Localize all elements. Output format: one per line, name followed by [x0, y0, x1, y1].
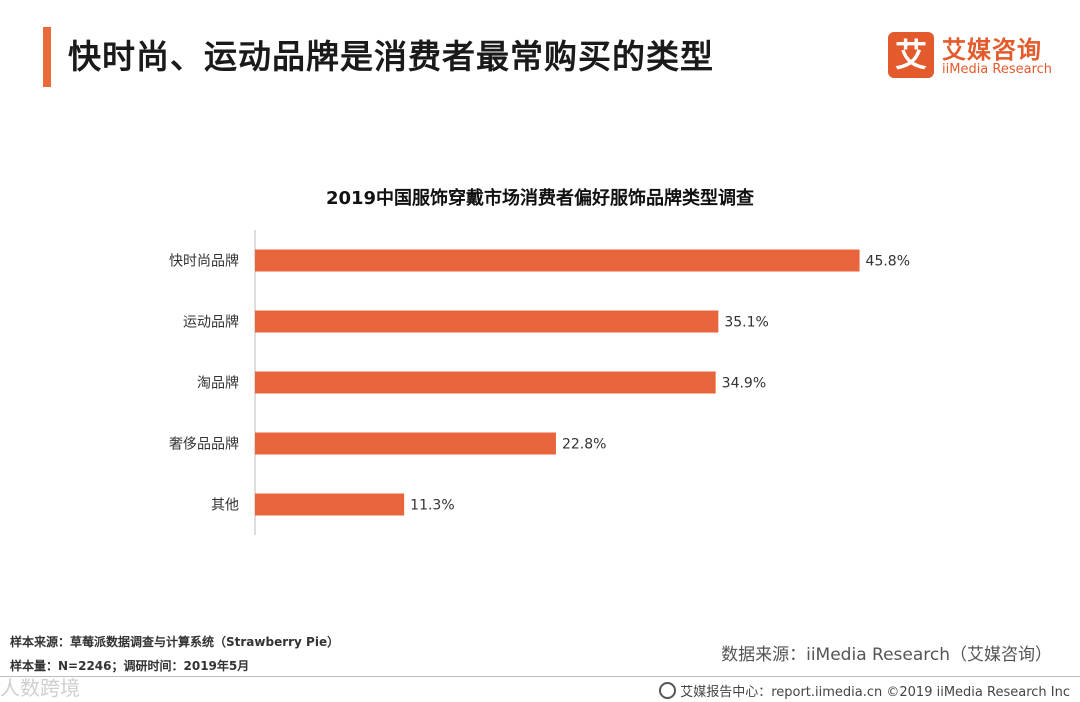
- data-source: 数据来源：iiMedia Research（艾媒咨询）: [721, 645, 1052, 665]
- globe-icon: [659, 682, 677, 699]
- iimedia-logo: 艾 艾媒咨询 iiMedia Research: [888, 30, 1058, 84]
- bar: [255, 371, 716, 394]
- category-label: 快时尚品牌: [169, 253, 239, 270]
- data-label: 11.3%: [410, 498, 454, 514]
- category-label: 运动品牌: [183, 314, 239, 331]
- logo-name-en: iiMedia Research: [942, 62, 1053, 77]
- category-label: 淘品牌: [197, 375, 239, 392]
- bar: [255, 310, 719, 333]
- bar-chart: 快时尚品牌 45.8% 运动品牌 35.1% 淘品牌 34.9% 奢侈品品牌 22.8% 其他 1…: [169, 230, 910, 535]
- data-label: 35.1%: [724, 315, 768, 331]
- bar: [255, 493, 405, 516]
- data-label: 34.9%: [722, 376, 766, 392]
- sample-size-note: 样本量：N=2246；调研时间：2019年5月: [10, 659, 250, 673]
- footer-divider: [0, 676, 1080, 677]
- bar: [255, 249, 860, 272]
- category-label: 其他: [211, 498, 239, 514]
- bar: [255, 432, 556, 455]
- sample-source-note: 样本来源：草莓派数据调查与计算系统（Strawberry Pie）: [10, 635, 340, 649]
- chart-title: 2019中国服饰穿戴市场消费者偏好服饰品牌类型调查: [325, 188, 755, 209]
- data-label: 45.8%: [866, 254, 910, 270]
- logo-name-cn: 艾媒咨询: [942, 36, 1042, 64]
- category-label: 奢侈品品牌: [169, 436, 239, 453]
- copyright-text: 艾媒报告中心：report.iimedia.cn ©2019 iiMedia R…: [680, 685, 1070, 700]
- title-accent-bar: [43, 27, 51, 87]
- logo-mark: 艾: [888, 32, 934, 78]
- data-label: 22.8%: [562, 437, 606, 453]
- page-title: 快时尚、运动品牌是消费者最常购买的类型: [68, 37, 714, 76]
- copyright-line: 艾媒报告中心：report.iimedia.cn ©2019 iiMedia R…: [659, 681, 1070, 700]
- watermark: 人数跨境: [0, 676, 80, 700]
